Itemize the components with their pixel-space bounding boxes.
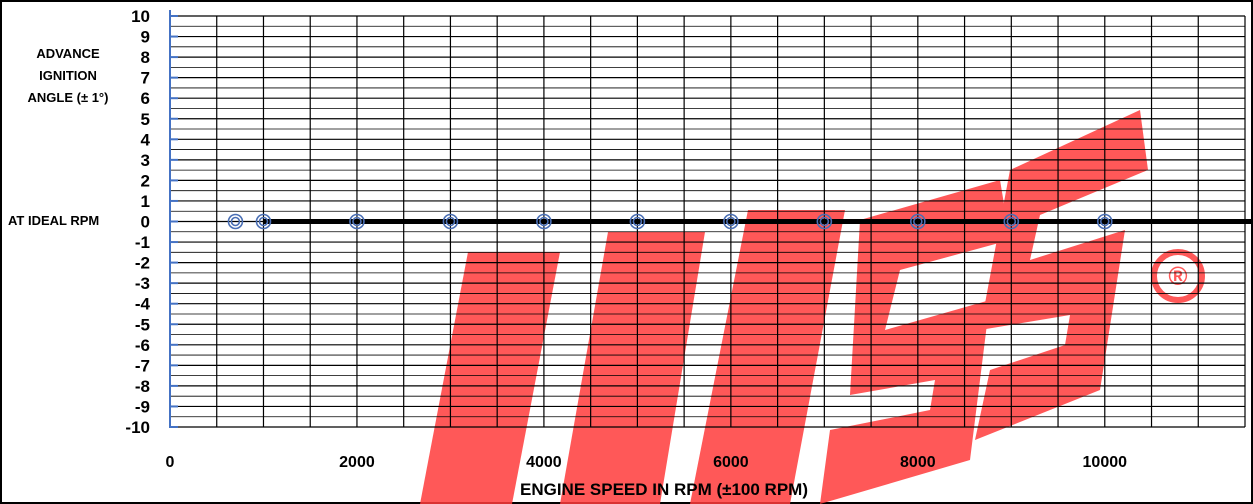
y-tick-label: 2: [141, 171, 150, 190]
y-axis-label-line-2: IGNITION: [39, 68, 97, 83]
y-tick-label: 4: [141, 130, 151, 149]
labels: ADVANCE IGNITION ANGLE (± 1°) AT IDEAL R…: [8, 46, 808, 499]
y-tick-label: -10: [125, 418, 150, 437]
y-tick-label: 0: [141, 213, 150, 232]
x-axis-label: ENGINE SPEED IN RPM (±100 RPM): [520, 480, 808, 499]
data-point-inner: [230, 216, 241, 227]
y-tick-label: -8: [135, 377, 150, 396]
x-tick-label: 0: [166, 454, 175, 471]
y-axis-label-line-3: ANGLE (± 1°): [28, 90, 109, 105]
data-point-outer: [816, 213, 833, 230]
y-axis-label-line-1: ADVANCE: [36, 46, 100, 61]
data-point-inner: [632, 216, 643, 227]
data-point-outer: [910, 213, 926, 230]
data-point-outer: [227, 213, 244, 230]
y-tick-label: -5: [135, 315, 150, 334]
data-point-outer: [442, 213, 459, 230]
y-tick-label: 6: [141, 89, 150, 108]
y-tick-label: 1: [141, 192, 150, 211]
y-tick-label: -9: [135, 397, 150, 416]
y-tick-label: -4: [135, 295, 151, 314]
y-tick-label: -3: [135, 274, 150, 293]
y-tick-label: 9: [141, 28, 150, 47]
y-tick-label: -7: [135, 356, 150, 375]
x-tick-label: 4000: [526, 454, 562, 471]
data-point-outer: [536, 213, 552, 230]
data-point-outer: [255, 213, 272, 230]
data-point-inner: [1099, 216, 1110, 227]
x-tick-label: 10000: [1083, 454, 1128, 471]
y-tick-label: -2: [135, 254, 150, 273]
data-point-inner: [913, 216, 923, 227]
data-point-outer: [629, 213, 646, 230]
data-point-inner: [819, 216, 830, 227]
registered-mark-text: ®: [1168, 261, 1187, 291]
data-point-outer: [1003, 213, 1020, 230]
x-tick-label: 2000: [339, 454, 375, 471]
watermark-stroke-1: [420, 252, 560, 504]
y-tick-label: 3: [141, 151, 150, 170]
x-tick-label: 6000: [713, 454, 749, 471]
y-tick-label: 7: [141, 69, 150, 88]
x-tick-label: 8000: [900, 454, 936, 471]
y-tick-label: 8: [141, 48, 150, 67]
data-point-outer: [1096, 213, 1113, 230]
data-point-inner: [1006, 216, 1017, 227]
brand-watermark: ®: [420, 110, 1205, 504]
y-tick-label: 5: [141, 110, 150, 129]
data-point-inner: [352, 216, 362, 227]
y-tick-label: -1: [135, 233, 150, 252]
data-markers: [227, 213, 1113, 230]
data-point-inner: [258, 216, 269, 227]
data-point-inner: [445, 216, 456, 227]
data-point-outer: [723, 213, 739, 230]
reference-line-label: AT IDEAL RPM: [8, 213, 99, 228]
watermark-s-1: [820, 180, 1010, 504]
watermark-stroke-2: [560, 232, 705, 504]
y-tick-label: -6: [135, 336, 150, 355]
data-point-outer: [349, 213, 365, 230]
data-point-inner: [539, 216, 549, 227]
data-point-inner: [726, 216, 736, 227]
y-tick-label: 10: [131, 7, 150, 26]
